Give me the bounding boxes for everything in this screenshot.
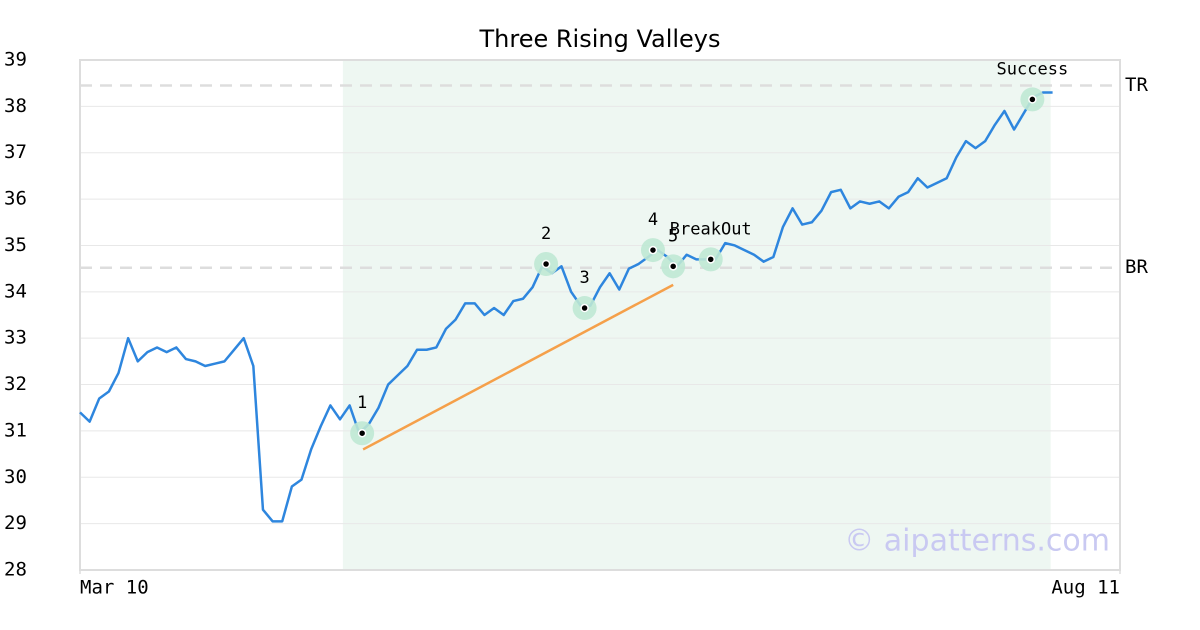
y-tick-label: 31	[4, 419, 27, 441]
y-tick-label: 30	[4, 466, 27, 488]
point-dot	[541, 259, 551, 269]
highlight-region	[342, 60, 1051, 570]
y-tick-label: 34	[4, 280, 27, 302]
y-tick-label: 28	[4, 559, 27, 581]
x-tick-label: Aug 11	[1051, 577, 1120, 599]
point-label: 1	[357, 393, 367, 413]
y-tick-label: 37	[4, 141, 27, 163]
level-label: BR	[1125, 256, 1148, 278]
line-series	[79, 91, 1053, 523]
plot-frame	[79, 59, 1121, 571]
y-tick-label: 38	[4, 95, 27, 117]
y-tick-label: 33	[4, 327, 27, 349]
point-dot	[706, 255, 715, 264]
y-tick-label: 29	[4, 512, 27, 534]
x-tick-label: Mar 10	[80, 577, 149, 599]
y-tick-label: 39	[4, 49, 27, 71]
point-label: 4	[648, 210, 658, 230]
point-label: 3	[579, 268, 589, 288]
point-label: 5	[668, 226, 678, 246]
y-tick-label: 36	[4, 188, 27, 210]
y-tick-label: 35	[4, 234, 27, 256]
point-label: 2	[541, 224, 551, 244]
point-label: Success	[997, 59, 1069, 79]
trendline	[362, 283, 674, 451]
watermark: © aipatterns.com	[844, 524, 1110, 559]
point-dot	[357, 428, 367, 438]
point-dot	[1028, 95, 1037, 104]
point-dot	[580, 303, 589, 313]
point-label: BreakOut	[670, 219, 752, 239]
y-tick-label: 32	[4, 373, 27, 395]
point-dot	[648, 245, 658, 255]
level-label: TR	[1125, 74, 1148, 96]
chart-title: Three Rising Valleys	[478, 25, 720, 53]
point-dot	[668, 262, 678, 271]
